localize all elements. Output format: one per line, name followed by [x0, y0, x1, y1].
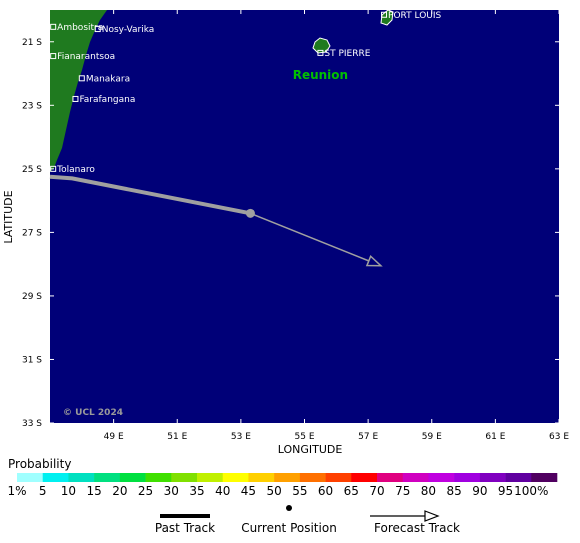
legend-label: 15 — [87, 484, 102, 498]
legend-label: 55 — [292, 484, 307, 498]
past-track-line — [49, 174, 251, 216]
ocean-area — [50, 10, 559, 423]
legend-label: 75 — [395, 484, 410, 498]
city-label: PORT LOUIS — [388, 11, 441, 21]
legend-label: 45 — [241, 484, 256, 498]
copyright: © UCL 2024 — [63, 408, 123, 418]
legend-swatch — [377, 473, 404, 482]
legend-swatch — [171, 473, 198, 482]
reunion-island — [312, 37, 331, 54]
city-marker — [50, 53, 57, 60]
city-marker — [94, 26, 101, 33]
legend-swatch — [248, 473, 275, 482]
legend-label: 80 — [421, 484, 436, 498]
forecast-arrowhead — [365, 254, 383, 267]
y-tick-label: 29 S — [22, 292, 42, 302]
legend-swatch — [94, 473, 121, 482]
legend-swatch — [119, 473, 146, 482]
legend-label: 50 — [267, 484, 282, 498]
y-tick-label: 21 S — [22, 38, 42, 48]
legend-swatch — [428, 473, 455, 482]
forecast-track-legend-label: Forecast Track — [374, 521, 460, 535]
legend-swatch — [197, 473, 224, 482]
x-tick-label: 49 E — [104, 432, 124, 442]
x-tick-label: 63 E — [549, 432, 569, 442]
legend-label: 100% — [514, 484, 548, 498]
madagascar-landmass — [50, 10, 107, 172]
legend-label: 5 — [39, 484, 47, 498]
legend-label: 30 — [164, 484, 179, 498]
past-track-legend-label: Past Track — [155, 521, 215, 535]
y-tick-label: 23 S — [22, 101, 42, 111]
city-marker — [72, 95, 79, 102]
legend-swatch — [274, 473, 301, 482]
legend-swatch — [17, 473, 44, 482]
legend-swatch — [351, 473, 378, 482]
legend-label: 20 — [112, 484, 127, 498]
legend-swatch — [222, 473, 249, 482]
city-label: Manakara — [86, 74, 130, 84]
city-label: Farafangana — [79, 95, 135, 105]
current-position-legend-dot — [286, 505, 292, 511]
forecast-track-legend-arrow — [424, 510, 440, 522]
legend-label: 10 — [61, 484, 76, 498]
y-tick-label: 33 S — [22, 419, 42, 429]
city-marker — [317, 49, 324, 56]
legend-label: 25 — [138, 484, 153, 498]
x-tick-label: 51 E — [167, 432, 187, 442]
city-marker — [78, 75, 85, 82]
city-marker — [50, 23, 57, 30]
legend-swatch — [299, 473, 326, 482]
legend-label: 90 — [472, 484, 487, 498]
legend-label: 40 — [215, 484, 230, 498]
y-tick-label: 27 S — [22, 228, 42, 238]
legend-label: 1% — [7, 484, 26, 498]
x-axis-title: LONGITUDE — [278, 443, 343, 456]
city-label: Fianarantsoa — [57, 52, 115, 62]
x-tick-label: 53 E — [231, 432, 251, 442]
city-label: Ambositra — [57, 23, 103, 33]
y-axis-title: LATITUDE — [2, 190, 15, 243]
legend-swatch — [454, 473, 481, 482]
legend-swatch — [505, 473, 532, 482]
legend-swatch — [325, 473, 352, 482]
city-label: Nosy-Varika — [102, 25, 155, 35]
y-tick-label: 25 S — [22, 165, 42, 175]
city-marker — [381, 11, 388, 18]
current-position-legend-label: Current Position — [241, 521, 337, 535]
legend-label: 95 — [498, 484, 513, 498]
legend-label: 85 — [447, 484, 462, 498]
x-tick-label: 59 E — [422, 432, 442, 442]
legend-label: 70 — [369, 484, 384, 498]
legend-label: 60 — [318, 484, 333, 498]
y-tick-label: 31 S — [22, 355, 42, 365]
legend-label: 35 — [189, 484, 204, 498]
legend-swatch — [402, 473, 429, 482]
legend-swatch — [479, 473, 506, 482]
island-label-reunion: Reunion — [293, 68, 348, 82]
legend-swatch — [42, 473, 69, 482]
forecast-track-line — [250, 212, 382, 267]
legend-label: 65 — [344, 484, 359, 498]
x-tick-label: 57 E — [358, 432, 378, 442]
city-label: ST PIERRE — [324, 49, 370, 59]
legend-swatch — [68, 473, 95, 482]
legend-swatch — [531, 473, 558, 482]
legend-title: Probability — [8, 457, 71, 471]
current-position-marker — [245, 208, 255, 218]
city-label: Tolanaro — [56, 165, 95, 175]
x-tick-label: 61 E — [485, 432, 505, 442]
x-tick-label: 55 E — [295, 432, 315, 442]
legend-swatch — [145, 473, 172, 482]
